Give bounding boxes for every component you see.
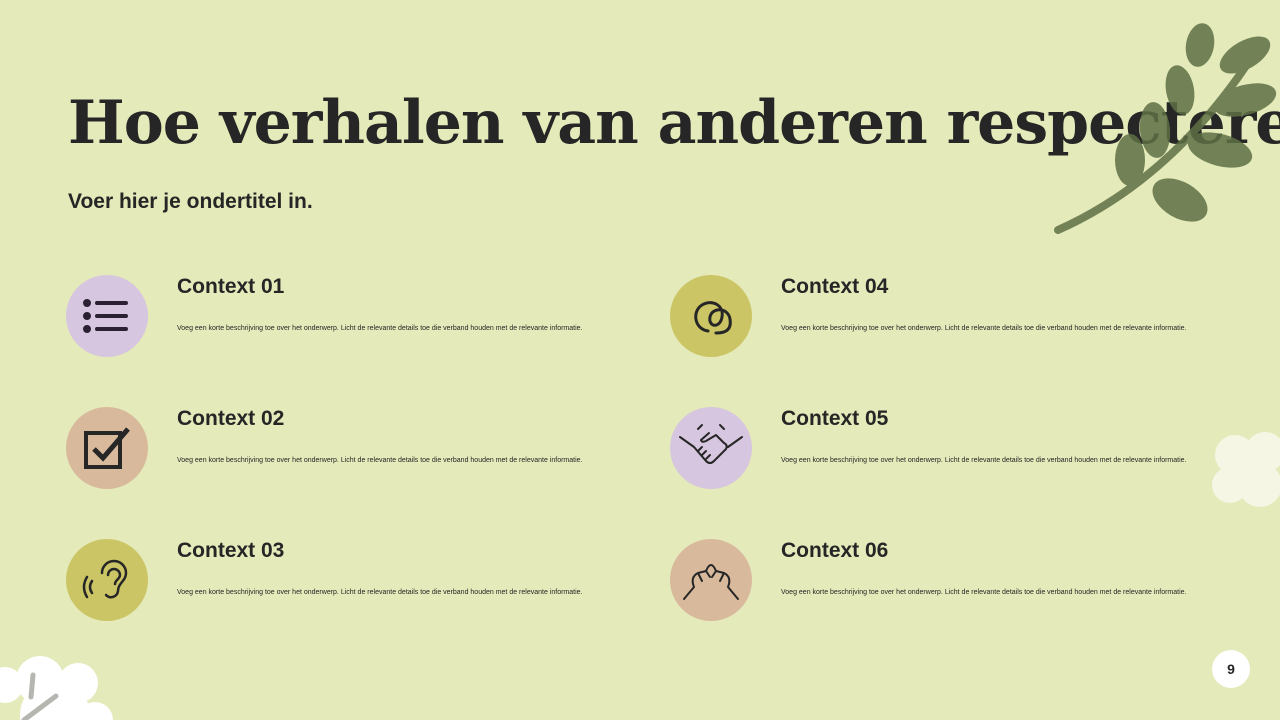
ear-icon bbox=[66, 539, 148, 621]
flower-decoration bbox=[0, 656, 113, 720]
context-title: Context 01 bbox=[177, 275, 285, 298]
page-number: 9 bbox=[1212, 650, 1250, 688]
context-title: Context 06 bbox=[781, 539, 889, 562]
flower-decoration bbox=[1212, 432, 1280, 507]
context-item-01: Context 01 Voeg een korte beschrijving t… bbox=[66, 275, 626, 365]
context-item-02: Context 02 Voeg een korte beschrijving t… bbox=[66, 407, 626, 497]
context-item-05: Context 05 Voeg een korte beschrijving t… bbox=[670, 407, 1230, 497]
context-description: Voeg een korte beschrijving toe over het… bbox=[177, 325, 583, 332]
context-description: Voeg een korte beschrijving toe over het… bbox=[781, 457, 1187, 464]
context-description: Voeg een korte beschrijving toe over het… bbox=[781, 589, 1187, 596]
context-description: Voeg een korte beschrijving toe over het… bbox=[177, 589, 583, 596]
context-title: Context 04 bbox=[781, 275, 889, 298]
context-title: Context 05 bbox=[781, 407, 889, 430]
context-item-06: Context 06 Voeg een korte beschrijving t… bbox=[670, 539, 1230, 629]
checkbox-icon bbox=[66, 407, 148, 489]
page-subtitle: Voer hier je ondertitel in. bbox=[68, 190, 313, 213]
context-title: Context 03 bbox=[177, 539, 285, 562]
leaf-branch-decoration bbox=[1054, 23, 1277, 234]
context-item-04: Context 04 Voeg een korte beschrijving t… bbox=[670, 275, 1230, 365]
context-item-03: Context 03 Voeg een korte beschrijving t… bbox=[66, 539, 626, 629]
context-description: Voeg een korte beschrijving toe over het… bbox=[781, 325, 1187, 332]
list-icon bbox=[66, 275, 148, 357]
pinky-promise-icon bbox=[670, 539, 752, 621]
page-title: Hoe verhalen van anderen respecteren bbox=[68, 88, 1280, 158]
context-title: Context 02 bbox=[177, 407, 285, 430]
intertwined-circles-icon bbox=[670, 275, 752, 357]
handshake-icon bbox=[670, 407, 752, 489]
context-description: Voeg een korte beschrijving toe over het… bbox=[177, 457, 583, 464]
